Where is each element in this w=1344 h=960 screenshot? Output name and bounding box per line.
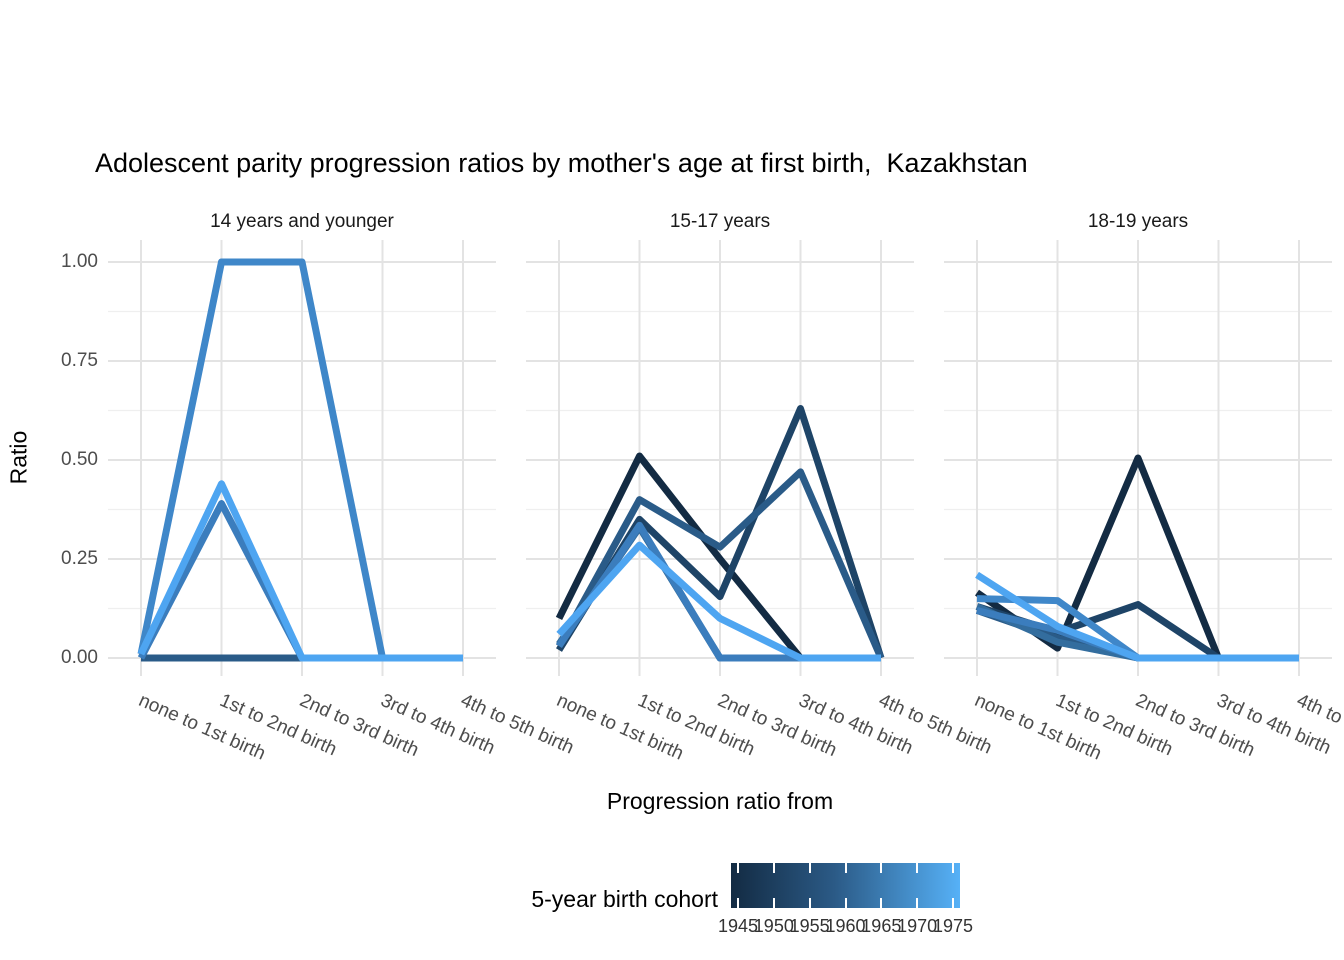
facet-strip-14-and-younger: 14 years and younger [210,211,394,232]
legend-tick-mark [844,898,847,908]
legend-tick-label: 1960 [825,916,866,936]
legend-tick-label: 1970 [897,916,938,936]
legend-tick-label: 1950 [753,916,794,936]
chart-title: Adolescent parity progression ratios by … [95,148,1028,178]
legend-title: 5-year birth cohort [531,886,718,912]
legend-tick-mark [772,898,775,908]
legend-tick-mark [844,863,847,873]
cohort-line-1975 [137,480,463,662]
cohort-line-1975 [556,541,881,662]
legend-tick-mark [952,863,954,873]
legend-tick-label: 1965 [861,916,902,936]
legend-tick-mark [772,863,775,873]
y-tick-label: 0.50 [61,449,98,470]
legend-tick-label: 1945 [717,916,759,936]
legend-tick-mark [808,898,811,908]
x-axis-title: Progression ratio from [606,788,834,814]
legend-tick-label: 1975 [932,916,974,936]
legend-tick-mark [916,898,919,908]
legend-tick-mark [737,863,739,873]
legend-tick-mark [952,898,954,908]
cohort-line-1975 [975,571,1299,662]
legend-tick-mark [808,863,811,873]
legend-tick-mark [916,863,919,873]
y-tick-label: 0.25 [61,548,98,569]
legend-tick-mark [880,898,883,908]
cohort-line-1955 [555,468,885,660]
y-tick-label: 0.75 [61,350,98,371]
legend-tick-label: 1955 [789,916,830,936]
facet-strip-18-19: 18-19 years [1087,211,1189,232]
legend-tick-mark [737,898,739,908]
facet-strip-15-17: 15-17 years [669,211,771,232]
y-tick-label: 1.00 [61,251,98,272]
legend-tick-mark [880,863,883,873]
y-tick-label: 0.00 [61,647,98,668]
